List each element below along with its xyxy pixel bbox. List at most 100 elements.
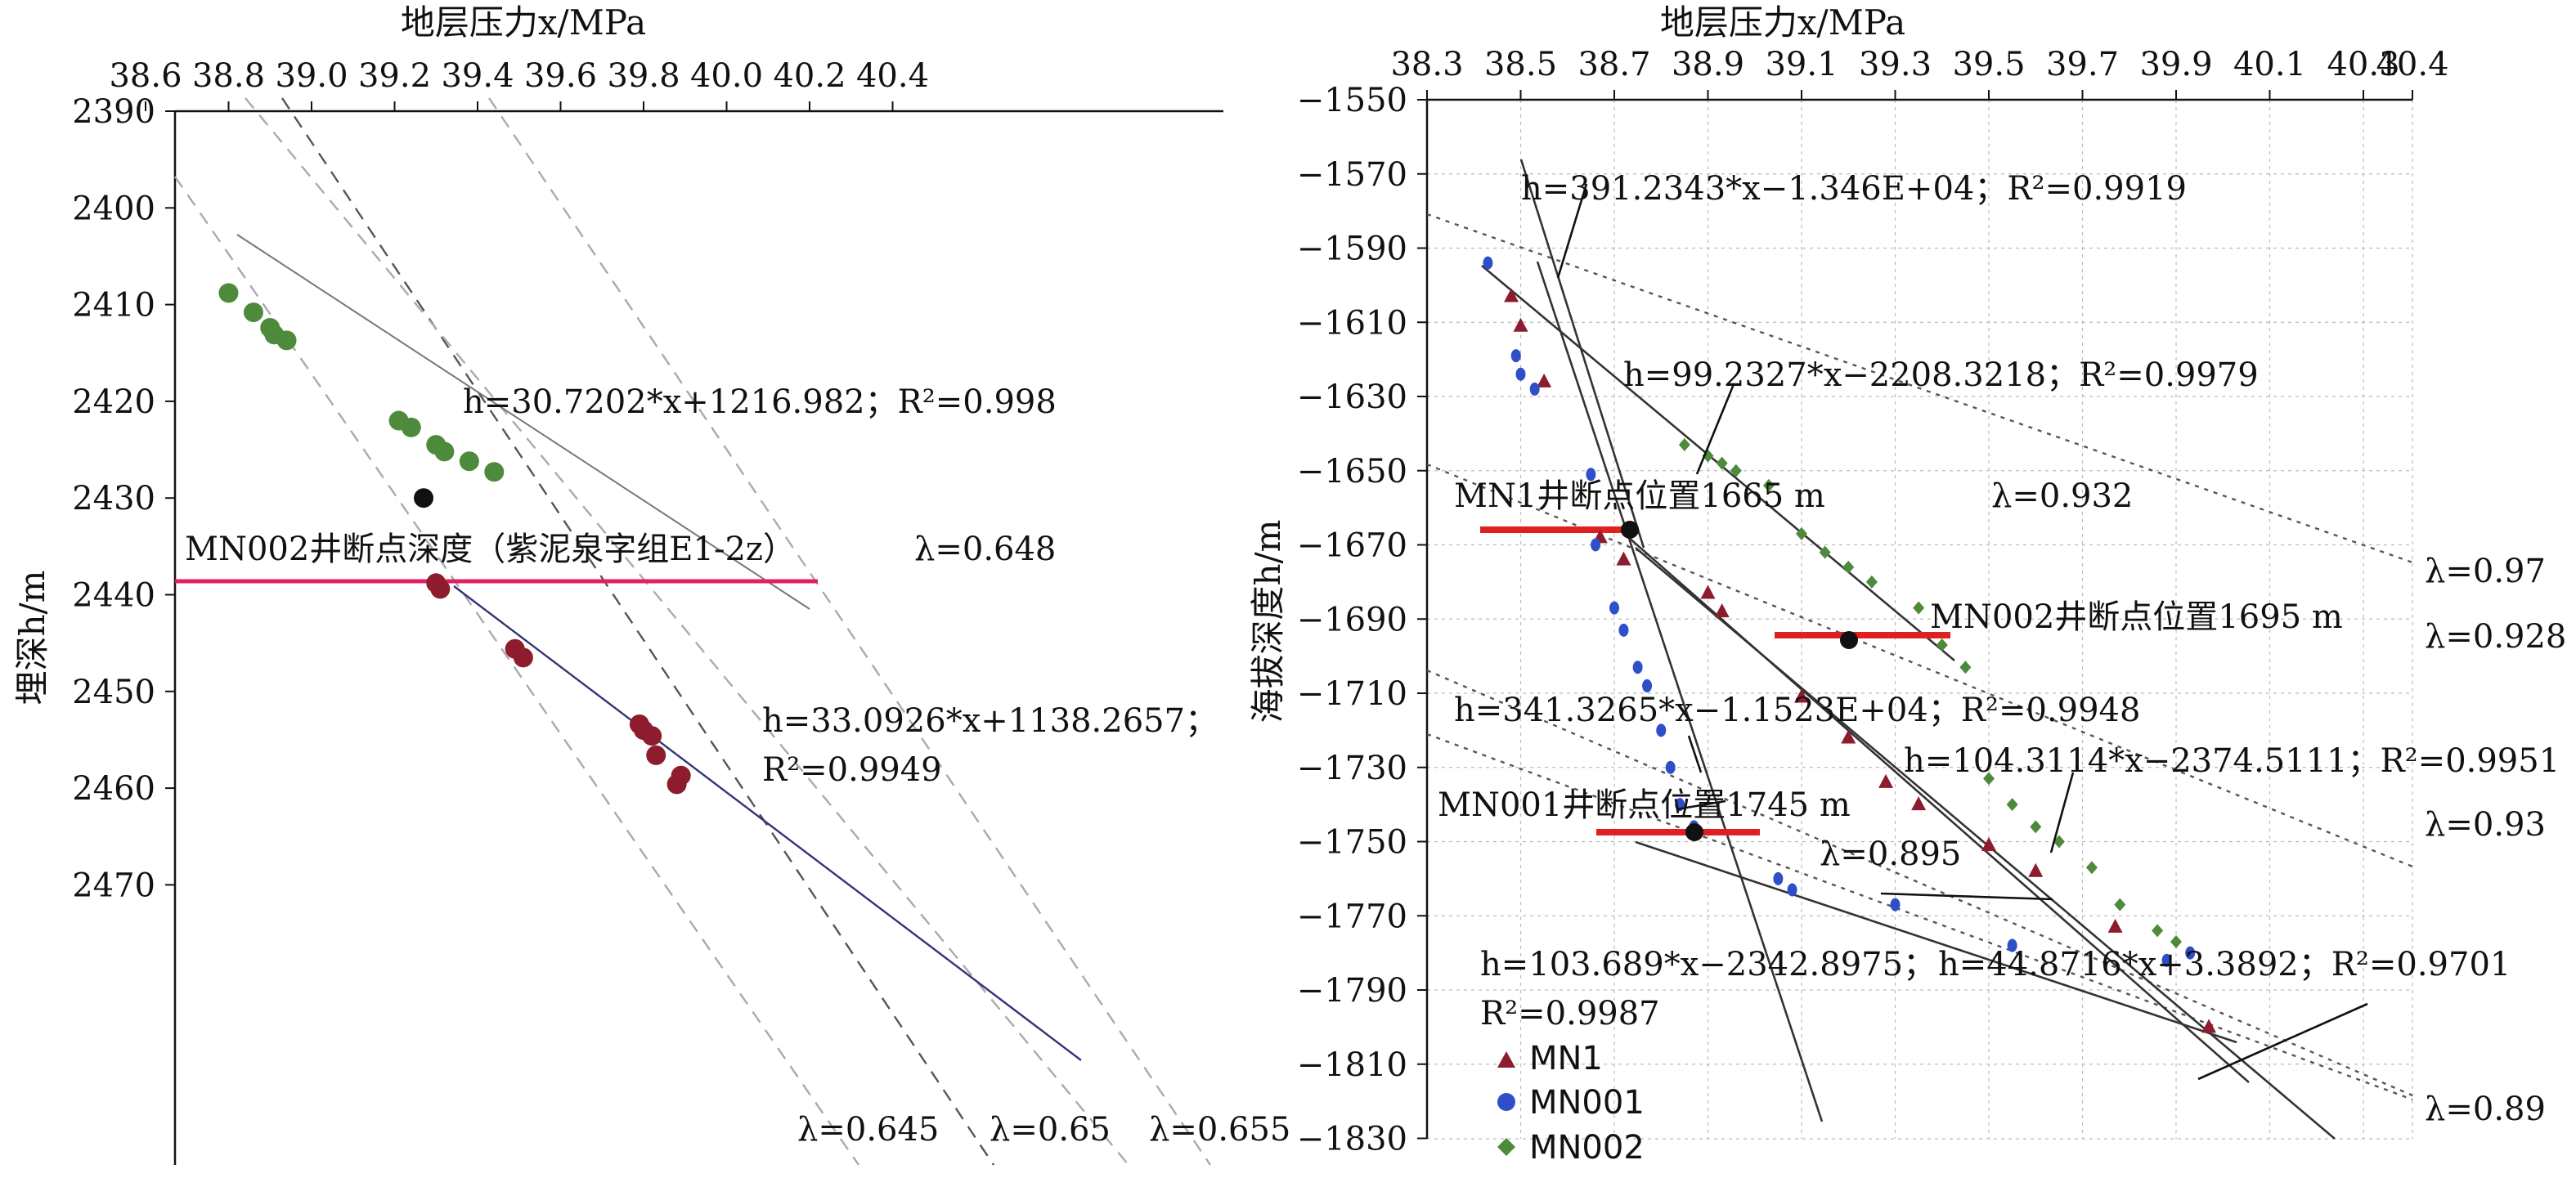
mn001-point <box>1591 538 1601 552</box>
right-fit-line <box>1635 547 2336 1140</box>
mn001-point <box>1665 760 1676 774</box>
mn001-point <box>1773 871 1784 885</box>
left-lambda-line <box>245 97 1129 1166</box>
left-x-tick-label: 40.2 <box>773 57 846 95</box>
left-lambda-label: λ=0.645 <box>797 1111 939 1149</box>
right-chart: 38.3 38.5 38.7 38.9 39.1 39.3 39.5 39.7 39.9 40.1… <box>1248 2 2566 1167</box>
left-y-tick-label: 2400 <box>72 190 155 227</box>
mn001-point <box>1529 382 1540 396</box>
mn1-point <box>2201 1019 2217 1033</box>
right-fit-label: h=391.2343*x−1.346E+04；R²=0.9919 <box>1521 170 2187 208</box>
legend-mn002-label: MN002 <box>1529 1129 1645 1167</box>
left-y-tick-label: 2460 <box>72 770 155 808</box>
right-x-tick-label: 38.3 <box>1390 46 1463 83</box>
right-x-tick-label: 39.1 <box>1765 46 1838 83</box>
mn002-point <box>1796 526 1807 540</box>
right-y-tick-label: −1730 <box>1297 750 1407 787</box>
right-lambda-label: λ=0.97 <box>2425 553 2546 590</box>
right-fit-label: h=44.8716*x+3.3892；R²=0.9701 <box>1938 946 2511 983</box>
left-lambda-line <box>281 97 994 1166</box>
mn002-point <box>1716 456 1728 470</box>
left-y-tick-label: 2390 <box>72 93 155 131</box>
left-breakpoint-marker <box>414 488 434 508</box>
right-breakpoint-marker <box>1621 521 1639 539</box>
right-callout-arrow <box>1676 800 1726 811</box>
right-y-tick-label: −1610 <box>1297 304 1407 342</box>
right-y-axis-title: 海拔深度h/m <box>1248 519 1288 723</box>
legend-mn001-marker <box>1497 1093 1515 1111</box>
legend-mn001-label: MN001 <box>1529 1084 1645 1122</box>
mn1-point <box>1700 585 1716 599</box>
mn002-point <box>1842 560 1855 574</box>
legend-mn1-label: MN1 <box>1529 1040 1603 1077</box>
mn002-point <box>1678 437 1690 451</box>
right-x-tick-label: 38.5 <box>1484 46 1557 83</box>
right-x-tick-label: 40.3 <box>2327 46 2399 83</box>
right-lambda-label: λ=0.89 <box>2425 1091 2546 1128</box>
left-point-red <box>513 647 533 668</box>
left-fit-line-lower <box>453 585 1082 1061</box>
right-y-tick-label: −1650 <box>1297 453 1407 490</box>
left-x-tick-label: 39.4 <box>441 57 514 95</box>
right-x-tick-label: 39.9 <box>2139 46 2212 83</box>
mn1-point <box>1714 603 1730 618</box>
left-y-tick-label: 2410 <box>72 287 155 325</box>
mn002-point <box>1730 464 1742 477</box>
right-fit-label: h=103.689*x−2342.8975； <box>1480 946 1936 983</box>
mn001-point <box>1632 661 1643 674</box>
mn002-point <box>2030 820 2042 834</box>
right-x-tick-label: 38.7 <box>1577 46 1650 83</box>
mn002-point <box>2006 798 2018 812</box>
left-point-red <box>666 774 687 795</box>
left-point-green <box>459 451 479 472</box>
right-lambda-label: λ=0.932 <box>1991 477 2133 515</box>
right-callout-arrow <box>2049 772 2075 853</box>
right-fit-line <box>1635 840 2237 1044</box>
left-lambda-label: λ=0.648 <box>914 531 1056 568</box>
left-lambda-line <box>488 97 1211 1166</box>
mn002-point <box>2085 861 2098 875</box>
mn001-point <box>2007 938 2017 952</box>
left-y-tick-label: 2420 <box>72 383 155 421</box>
right-y-tick-label: −1790 <box>1297 972 1407 1010</box>
mn001-point <box>1609 601 1619 615</box>
left-y-axis-title: 埋深h/m <box>12 570 52 705</box>
left-point-green <box>218 283 239 303</box>
mn001-point <box>1515 367 1526 381</box>
right-y-tick-label: −1590 <box>1297 231 1407 268</box>
mn1-point <box>1513 317 1528 332</box>
left-x-tick-label: 39.0 <box>275 57 348 95</box>
right-y-tick-label: −1570 <box>1297 156 1407 194</box>
mn002-point <box>2114 898 2126 911</box>
mn001-point <box>1642 679 1653 692</box>
right-x-tick-label: 39.3 <box>1859 46 1932 83</box>
right-y-tick-label: −1670 <box>1297 527 1407 565</box>
mn002-point <box>1865 575 1878 589</box>
mn001-point <box>1483 256 1493 270</box>
left-x-tick-label: 39.8 <box>607 57 680 95</box>
right-x-tick-label: 40.1 <box>2233 46 2306 83</box>
right-callout-arrow <box>1880 892 2053 901</box>
mn002-point <box>1913 601 1925 615</box>
mn001-point <box>2185 946 2196 960</box>
right-fit-label: h=104.3114*x−2374.5111；R²=0.9951 <box>1904 742 2560 780</box>
right-y-tick-label: −1770 <box>1297 898 1407 935</box>
left-y-tick-label: 2470 <box>72 867 155 904</box>
mn1-point <box>1504 288 1519 302</box>
right-y-tick-label: −1690 <box>1297 601 1407 638</box>
right-breakpoint-label: MN001井断点位置1745 m <box>1438 786 1851 824</box>
left-point-green <box>401 417 421 437</box>
left-breakpoint-label: MN002井断点深度（紫泥泉字组E1-2z） <box>185 531 796 568</box>
mn1-point <box>1841 729 1856 744</box>
right-x-tick-label: 40.4 <box>2376 46 2448 83</box>
mn1-point <box>1878 773 1894 788</box>
left-x-tick-label: 38.6 <box>109 57 182 95</box>
right-fit-label: h=99.2327*x−2208.3218；R²=0.9979 <box>1623 356 2259 394</box>
mn002-point <box>1983 772 1995 786</box>
right-y-tick-label: −1630 <box>1297 378 1407 416</box>
right-lambda-line <box>1426 732 2413 1101</box>
mn001-point <box>1787 883 1797 897</box>
right-callout-arrow <box>1687 735 1703 773</box>
right-x-axis-title: 地层压力x/MPa <box>1660 2 1905 43</box>
mn1-point <box>1616 551 1631 566</box>
